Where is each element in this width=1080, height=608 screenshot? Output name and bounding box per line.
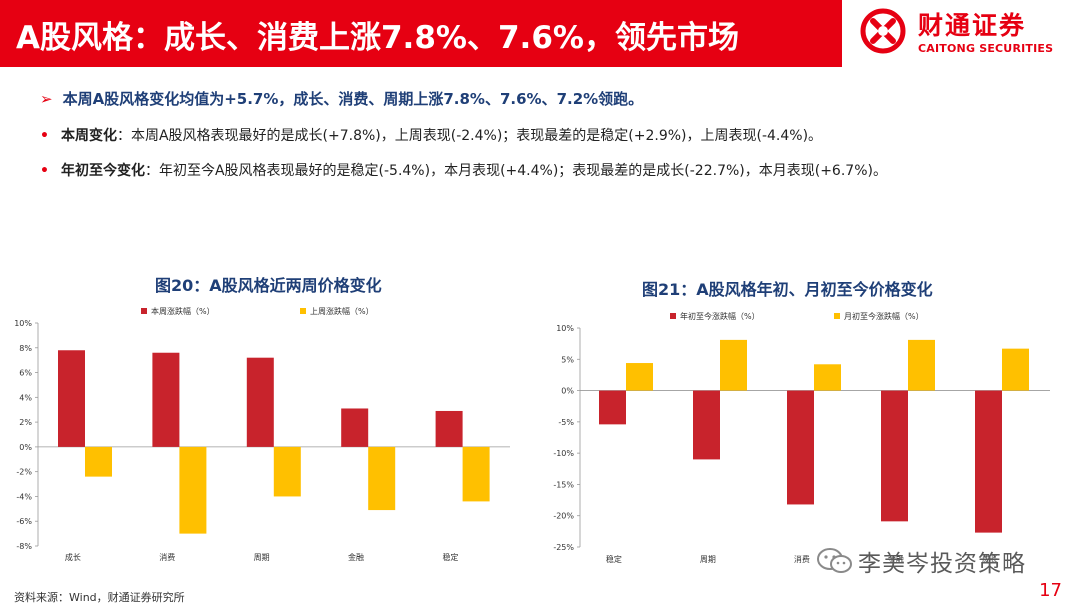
x-tick-label: 成长	[65, 552, 81, 562]
bar-series2	[720, 339, 747, 391]
bar-series1	[599, 390, 626, 425]
summary-headline-text: 本周A股风格变化均值为+5.7%，成长、消费、周期上涨7.8%、7.6%、7.2…	[62, 90, 644, 108]
bar-series1	[435, 410, 463, 447]
y-tick-label: -5%	[558, 418, 574, 427]
y-tick-label: 5%	[561, 355, 574, 364]
y-tick-label: 8%	[19, 344, 32, 353]
y-tick-label: -4%	[16, 492, 32, 501]
y-tick-label: 0%	[19, 443, 32, 452]
bar-series1	[341, 408, 369, 447]
bar-series1	[787, 390, 814, 505]
legend-label: 月初至今涨跌幅（%）	[844, 311, 924, 321]
x-tick-label: 金融	[348, 552, 364, 562]
weekly-change-text: ：本周A股风格表现最好的是成长(+7.8%)，上周表现(-2.4%)；表现最差的…	[116, 128, 823, 144]
y-tick-label: 6%	[19, 369, 32, 378]
bar-series1	[975, 390, 1002, 533]
watermark-text: 李美岑投资策略	[858, 551, 1026, 577]
page-number: 17	[1039, 580, 1062, 601]
company-logo: 财通证券 CAITONG SECURITIES	[842, 0, 1080, 67]
bar-series2	[179, 446, 207, 534]
bullet-dot-icon: •	[40, 163, 49, 179]
legend-label: 本周涨跌幅（%）	[151, 306, 215, 316]
legend-swatch	[670, 313, 676, 319]
bar-series2	[1002, 348, 1029, 391]
y-tick-label: -15%	[553, 480, 574, 489]
ytd-change-label: 年初至今变化	[60, 163, 145, 179]
x-tick-label: 稳定	[442, 552, 458, 562]
legend-swatch	[141, 308, 147, 314]
arrow-bullet-icon: ➢	[40, 90, 53, 108]
y-tick-label: -20%	[553, 512, 574, 521]
bar-series2	[368, 446, 396, 511]
page-title: A股风格：成长、消费上涨7.8%、7.6%，领先市场	[16, 20, 739, 56]
y-tick-label: -6%	[16, 517, 32, 526]
bar-series2	[273, 446, 301, 497]
bar-series1	[881, 390, 908, 522]
y-tick-label: -8%	[16, 542, 32, 551]
x-tick-label: 周期	[700, 555, 716, 564]
bar-series1	[152, 352, 180, 447]
ytd-change-text: ：年初至今A股风格表现最好的是稳定(-5.4%)，本月表现(+4.4%)；表现最…	[144, 163, 887, 179]
logo-english-name: CAITONG SECURITIES	[918, 42, 1054, 55]
chart-21-title: 图21：A股风格年初、月初至今价格变化	[642, 280, 933, 299]
y-tick-label: 4%	[19, 393, 32, 402]
y-tick-label: -10%	[553, 449, 574, 458]
logo-mark-icon	[860, 8, 906, 54]
x-tick-label: 金融	[888, 554, 904, 564]
weekly-change-label: 本周变化	[60, 128, 117, 144]
x-tick-label: 稳定	[606, 554, 622, 564]
chart-21-ytd-mtd-change: 年初至今涨跌幅（%） 月初至今涨跌幅（%） 10% 5% 0% -5% -10% -15% -2…	[553, 311, 1050, 564]
logo-chinese-name: 财通证券	[918, 11, 1027, 40]
bar-series2	[462, 446, 490, 502]
bar-series2	[626, 363, 653, 391]
x-tick-label: 成长	[982, 554, 998, 564]
y-tick-label: 2%	[19, 418, 32, 427]
header-bar: A股风格：成长、消费上涨7.8%、7.6%，领先市场 财通证券 CAITONG …	[0, 0, 1080, 67]
bullet-dot-icon: •	[40, 128, 49, 144]
legend-label: 上周涨跌幅（%）	[310, 306, 374, 316]
y-tick-label: -2%	[16, 468, 32, 477]
wechat-icon	[817, 548, 852, 573]
y-tick-label: 0%	[561, 387, 574, 396]
legend-swatch	[300, 308, 306, 314]
x-tick-label: 消费	[794, 554, 810, 564]
bar-series1	[58, 350, 85, 447]
y-tick-label: -25%	[553, 543, 574, 552]
bar-series1	[693, 390, 720, 460]
y-tick-label: 10%	[556, 324, 574, 333]
chart-20-title: 图20：A股风格近两周价格变化	[155, 276, 382, 295]
legend-label: 年初至今涨跌幅（%）	[680, 311, 760, 321]
bar-series2	[85, 446, 112, 477]
y-tick-label: 10%	[14, 319, 32, 328]
x-tick-label: 消费	[159, 552, 175, 562]
legend-swatch	[834, 313, 840, 319]
ytd-change-item: • 年初至今变化：年初至今A股风格表现最好的是稳定(-5.4%)，本月表现(+4.…	[40, 160, 887, 180]
weekly-change-item: • 本周变化：本周A股风格表现最好的是成长(+7.8%)，上周表现(-2.4%)；…	[40, 125, 822, 145]
bar-series2	[908, 339, 935, 391]
chart-20-weekly-change: 本周涨跌幅（%） 上周涨跌幅（%） 10% 8% 6% 4% 2% 0% -2% -4% -6% -8…	[14, 306, 510, 562]
source-note: 资料来源：Wind，财通证券研究所	[14, 591, 185, 604]
bar-series1	[246, 357, 274, 447]
bar-series2	[814, 364, 841, 391]
x-tick-label: 周期	[254, 553, 270, 562]
summary-headline: ➢ 本周A股风格变化均值为+5.7%，成长、消费、周期上涨7.8%、7.6%、7.…	[40, 88, 643, 109]
